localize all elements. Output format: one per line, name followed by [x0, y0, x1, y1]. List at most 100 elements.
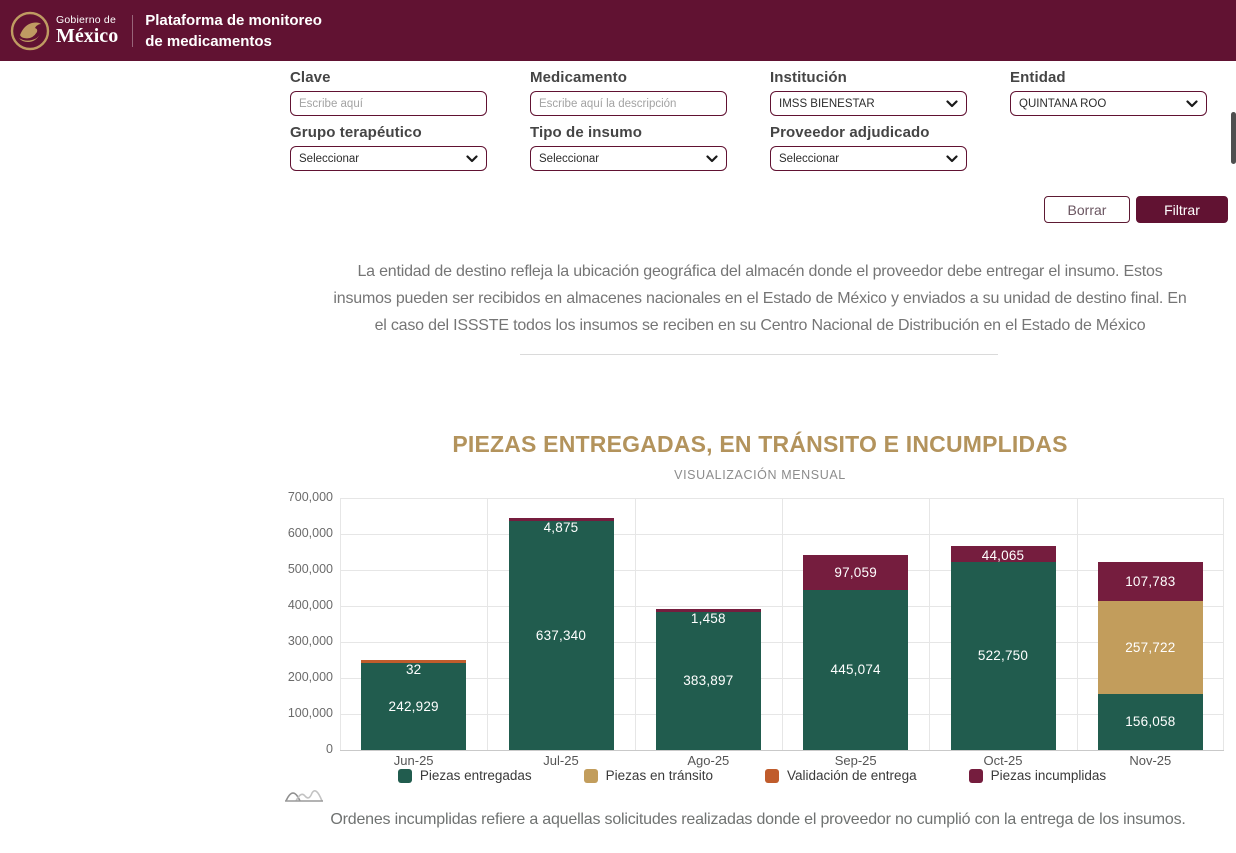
bar-segment[interactable]: [1097, 601, 1203, 694]
logo-small-text: Gobierno de: [56, 13, 116, 26]
bar-value-label: 32: [405, 661, 422, 677]
grupo-terapeutico-label: Grupo terapéutico: [290, 124, 422, 141]
legend-swatch: [397, 768, 412, 783]
gridline-vertical: [782, 498, 783, 750]
bar-segment[interactable]: [655, 608, 761, 612]
app-title-line1: Plataforma de monitoreo: [145, 11, 322, 29]
institucion-select[interactable]: IMSS BIENESTAR: [770, 91, 967, 116]
app-title: Plataforma de monitoreo de medicamentos: [145, 10, 322, 52]
legend-label: Piezas incumplidas: [990, 768, 1107, 783]
bar-value-label: 107,783: [1125, 574, 1176, 590]
bar-segment[interactable]: [803, 554, 909, 590]
y-axis-tick-label: 0: [326, 742, 333, 756]
filtrar-button[interactable]: Filtrar: [1136, 196, 1228, 223]
entidad-label: Entidad: [1010, 69, 1066, 86]
legend-label: Piezas en tránsito: [605, 768, 713, 783]
entity-info-note: La entidad de destino refleja la ubicaci…: [280, 258, 1236, 339]
chart-title: PIEZAS ENTREGADAS, EN TRÁNSITO E INCUMPL…: [452, 431, 1068, 457]
borrar-button[interactable]: Borrar: [1044, 196, 1130, 223]
gridline-vertical: [929, 498, 931, 750]
app-title-line2: de medicamentos: [145, 32, 272, 50]
info-note-line: La entidad de destino refleja la ubicaci…: [357, 263, 1163, 280]
proveedor-selected-value: Seleccionar: [779, 152, 840, 165]
mexico-coat-of-arms-icon: [10, 11, 50, 50]
legend-item[interactable]: Piezas entregadas: [397, 768, 532, 783]
chart-subtitle: VISUALIZACIÓN MENSUAL: [674, 468, 846, 482]
header-divider: [132, 14, 134, 47]
bar-segment[interactable]: [803, 589, 909, 750]
chevron-down-icon: [946, 99, 958, 107]
grupo-terapeutico-selected-value: Seleccionar: [299, 152, 360, 165]
bar-segment[interactable]: [361, 659, 467, 663]
bar-value-label: 257,722: [1125, 639, 1176, 655]
bar-value-label: 383,897: [683, 673, 734, 689]
institucion-label: Institución: [770, 69, 847, 86]
clave-label: Clave: [290, 69, 331, 86]
legend-label: Piezas entregadas: [419, 768, 532, 783]
info-note-line: el caso del ISSSTE todos los insumos se …: [374, 317, 1146, 334]
proveedor-select[interactable]: Seleccionar: [770, 146, 967, 171]
clave-input[interactable]: [290, 91, 487, 116]
x-axis-tick-label: Sep-25: [834, 753, 877, 768]
gridline-vertical: [1223, 498, 1224, 750]
logo-big-text: México: [56, 25, 119, 48]
gridline-vertical: [1076, 498, 1078, 750]
y-axis-tick-label: 100,000: [287, 706, 333, 720]
bar-value-label: 4,875: [543, 519, 579, 535]
y-axis-tick-label: 500,000: [287, 562, 333, 576]
entidad-select[interactable]: QUINTANA ROO: [1010, 91, 1207, 116]
medicamento-label: Medicamento: [530, 69, 627, 86]
vertical-scrollbar-thumb[interactable]: [1231, 112, 1236, 164]
chart-legend: Piezas entregadas Piezas en tránsito Valid…: [280, 768, 1224, 783]
x-axis-tick-label: Jun-25: [393, 753, 434, 768]
legend-swatch: [968, 768, 983, 783]
y-axis-tick-label: 300,000: [287, 634, 333, 648]
x-axis-tick-label: Oct-25: [983, 753, 1023, 768]
footer-note: Ordenes incumplidas refiere a aquellas s…: [330, 811, 1186, 828]
medicamento-input[interactable]: [530, 91, 727, 116]
x-axis-line: [340, 750, 1224, 751]
gobierno-mexico-logo[interactable]: Gobierno de México: [10, 11, 118, 51]
bar-chart-plot-area: 242,929 32 Jun-25 637,340 4,875 Jul-25 383,897…: [340, 498, 1224, 768]
bar-value-label: 522,750: [977, 648, 1029, 664]
bar-segment[interactable]: [361, 662, 467, 750]
bar-value-label: 1,458: [690, 610, 726, 626]
chevron-down-icon: [466, 154, 478, 162]
y-axis: 700,000 600,000 500,000 400,000 300,000 200,0…: [271, 490, 333, 756]
bar-segment[interactable]: [508, 517, 614, 521]
chevron-down-icon: [706, 154, 718, 162]
bar-segment[interactable]: [1097, 693, 1203, 750]
app-header: Gobierno de México Plataforma de monitor…: [0, 0, 1236, 61]
bar-segment[interactable]: [508, 520, 614, 750]
info-note-line: insumos pueden ser recibidos en almacene…: [333, 290, 1187, 307]
bar-value-label: 97,059: [834, 564, 877, 580]
y-axis-tick-label: 600,000: [287, 526, 333, 540]
chevron-down-icon: [1186, 99, 1198, 107]
x-axis-tick-label: Ago-25: [687, 753, 730, 768]
bar-value-label: 637,340: [535, 627, 587, 643]
y-axis-tick-label: 400,000: [287, 598, 333, 612]
tipo-insumo-select[interactable]: Seleccionar: [530, 146, 727, 171]
tipo-insumo-selected-value: Seleccionar: [539, 152, 600, 165]
legend-label: Validación de entrega: [786, 768, 917, 783]
proveedor-label: Proveedor adjudicado: [770, 124, 930, 141]
bar-segment[interactable]: [950, 561, 1056, 750]
legend-item[interactable]: Piezas incumplidas: [968, 768, 1107, 783]
legend-swatch: [583, 768, 598, 783]
tipo-insumo-label: Tipo de insumo: [530, 124, 642, 141]
area-curves-icon: [285, 790, 323, 802]
bar-value-label: 44,065: [981, 547, 1025, 563]
legend-item[interactable]: Validación de entrega: [764, 768, 917, 783]
bar-segment[interactable]: [1097, 562, 1203, 602]
grupo-terapeutico-select[interactable]: Seleccionar: [290, 146, 487, 171]
bar-value-label: 156,058: [1125, 714, 1176, 730]
bar-segment[interactable]: [950, 545, 1056, 562]
bar-value-label: 445,074: [830, 662, 881, 678]
legend-item[interactable]: Piezas en tránsito: [583, 768, 713, 783]
x-axis-tick-label: Jul-25: [543, 753, 579, 768]
institucion-selected-value: IMSS BIENESTAR: [779, 97, 875, 110]
y-axis-tick-label: 200,000: [287, 670, 333, 684]
entidad-selected-value: QUINTANA ROO: [1019, 97, 1107, 110]
bar-segment[interactable]: [655, 611, 761, 750]
